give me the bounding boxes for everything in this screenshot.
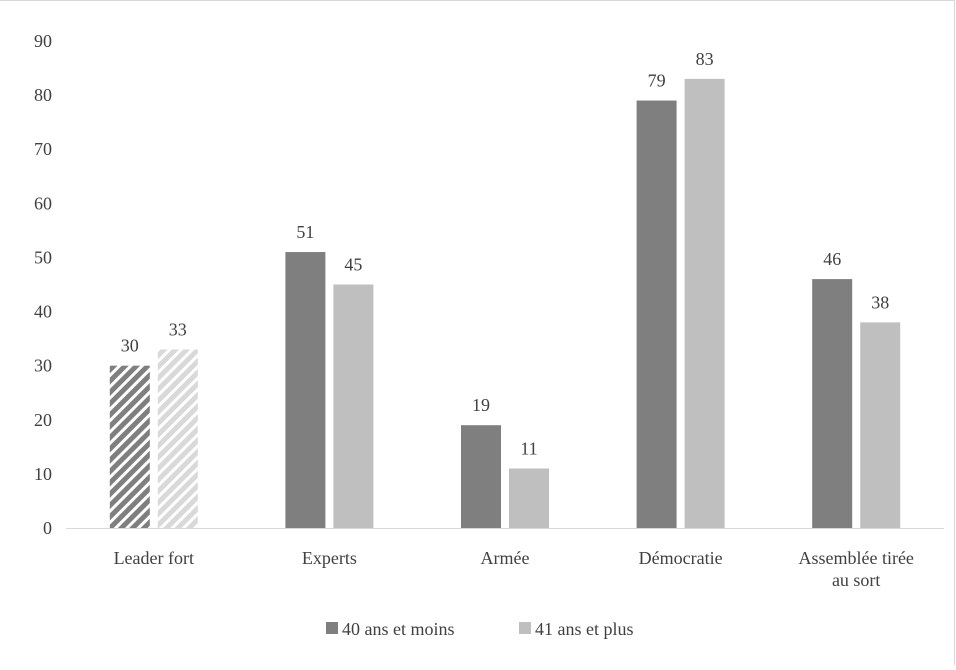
bars: 30 33 51 45 19 11 79 83 46 38 (109, 49, 901, 529)
y-tick-label: 40 (34, 302, 52, 322)
bar-assemblee-tiree-au-sort-series-2 (860, 322, 901, 528)
bar-assemblee-tiree-au-sort-series-1 (812, 279, 853, 528)
x-axis: Leader fort Experts Armée Démocratie Assembl… (66, 528, 944, 590)
y-tick-label: 80 (34, 85, 52, 105)
x-category-label: Leader fort (114, 548, 194, 568)
y-tick-label: 10 (34, 464, 52, 484)
data-label: 83 (696, 49, 714, 69)
x-category-label: Armée (481, 548, 530, 568)
bar-leader-fort-series-2 (157, 349, 198, 528)
y-tick-label: 0 (43, 518, 52, 538)
legend-label: 41 ans et plus (535, 619, 634, 639)
legend: 40 ans et moins 41 ans et plus (326, 619, 634, 639)
bar-experts-series-2 (333, 284, 374, 528)
legend-swatch (519, 622, 531, 634)
data-label: 11 (520, 438, 537, 458)
bar-democratie-series-1 (636, 100, 677, 529)
data-label: 38 (871, 292, 889, 312)
bar-leader-fort-series-1 (109, 365, 150, 528)
data-label: 79 (648, 71, 666, 91)
x-category-label: Démocratie (639, 548, 723, 568)
bar-experts-series-1 (285, 252, 326, 529)
bar-democratie-series-2 (684, 78, 725, 528)
bar-armee-series-2 (509, 468, 549, 528)
data-label: 19 (472, 395, 490, 415)
bar-armee-series-1 (461, 425, 501, 528)
y-tick-label: 70 (34, 139, 52, 159)
legend-swatch (326, 622, 338, 634)
y-tick-label: 30 (34, 356, 52, 376)
data-label: 45 (344, 255, 362, 275)
y-tick-label: 60 (34, 193, 52, 213)
x-category-label: Experts (302, 548, 357, 568)
x-category-label: Assemblée tirée au sort (798, 548, 913, 590)
data-label: 51 (296, 222, 314, 242)
y-tick-label: 50 (34, 247, 52, 267)
legend-label: 40 ans et moins (342, 619, 455, 639)
y-tick-label: 20 (34, 410, 52, 430)
data-label: 30 (121, 336, 139, 356)
y-tick-label: 90 (34, 31, 52, 51)
data-label: 33 (169, 319, 187, 339)
data-label: 46 (823, 249, 841, 269)
y-axis: 0 10 20 30 40 50 60 70 80 90 (34, 31, 52, 538)
